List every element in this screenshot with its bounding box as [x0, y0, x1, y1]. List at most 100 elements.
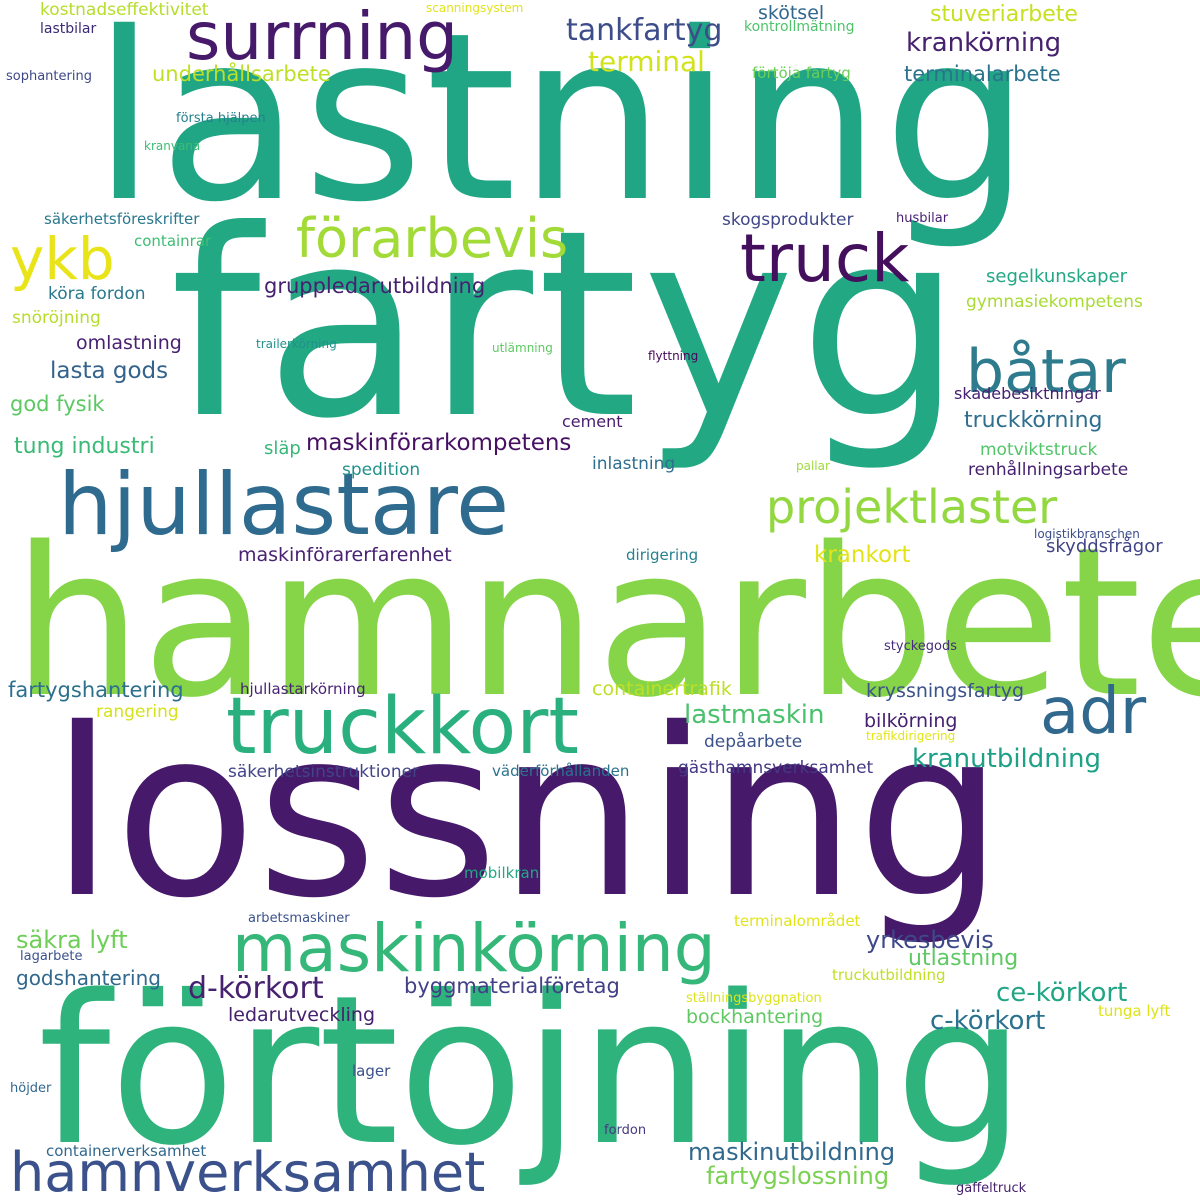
- word-kontrollmatning: kontrollmätning: [744, 19, 855, 35]
- word-skadebesiktningar: skadebesiktningar: [954, 384, 1101, 403]
- word-fartyg: fartyg: [170, 175, 967, 475]
- word-fartygshantering: fartygshantering: [8, 678, 184, 702]
- word-terminalarbete: terminalarbete: [904, 62, 1061, 86]
- word-lossning: lossning: [50, 679, 1004, 949]
- word-sakerhetsinstruktioner: säkerhetsinstruktioner: [228, 762, 420, 782]
- word-sakra-lyft: säkra lyft: [16, 926, 128, 954]
- word-depaarbete: depåarbete: [704, 732, 803, 752]
- word-cement: cement: [562, 412, 623, 431]
- word-tunga-lyft: tunga lyft: [1098, 1002, 1171, 1020]
- word-hojder: höjder: [10, 1081, 52, 1096]
- word-stallningsbyggnation: ställningsbyggnation: [686, 991, 822, 1006]
- word-maskinforarerfarenhet: maskinförarerfarenhet: [238, 544, 452, 566]
- word-slap: släp: [264, 438, 301, 459]
- word-arbetsmaskiner: arbetsmaskiner: [248, 911, 350, 926]
- word-truckutbildning: truckutbildning: [832, 966, 946, 984]
- word-containerverksamhet: containerverksamhet: [46, 1142, 207, 1160]
- word-spedition: spedition: [342, 460, 421, 480]
- word-fortoja-fartyg: förtöja fartyg: [752, 64, 851, 82]
- word-fortojning: förtöjning: [38, 951, 1025, 1191]
- word-sophantering: sophantering: [6, 69, 92, 84]
- word-c-korkort: c-körkort: [930, 1006, 1046, 1036]
- word-hjullastarkorning: hjullastarkörning: [240, 680, 366, 698]
- word-omlastning: omlastning: [76, 332, 182, 354]
- word-utlastning: utlastning: [908, 946, 1019, 971]
- word-gruppledarutbildning: gruppledarutbildning: [264, 274, 486, 298]
- word-husbilar: husbilar: [896, 211, 949, 226]
- word-krankort: krankort: [814, 542, 911, 568]
- word-yrkesbevis: yrkesbevis: [866, 926, 994, 954]
- word-snorojning: snöröjning: [12, 308, 101, 328]
- word-dirigering: dirigering: [626, 546, 699, 564]
- word-logistikbranschen: logistikbranschen: [1034, 527, 1140, 541]
- word-skyddsfragor: skyddsfrågor: [1046, 536, 1163, 557]
- word-stuveriarbete: stuveriarbete: [930, 2, 1078, 27]
- word-containertrafik: containertrafik: [592, 678, 732, 700]
- word-maskinforarkompetens: maskinförarkompetens: [306, 430, 572, 456]
- word-projektlaster: projektlaster: [766, 480, 1058, 534]
- word-trafikdirigering: trafikdirigering: [866, 729, 956, 743]
- word-scanningsystem: scanningsystem: [426, 1, 524, 15]
- word-mobilkran: mobilkran: [464, 864, 540, 882]
- word-ledarutveckling: ledarutveckling: [228, 1004, 376, 1026]
- word-terminalomradet: terminalområdet: [734, 912, 861, 930]
- word-gymnasiekompetens: gymnasiekompetens: [966, 292, 1143, 312]
- word-surrning: surrning: [186, 0, 459, 75]
- word-truckkorning: truckkörning: [964, 408, 1103, 433]
- word-gaffeltruck: gaffeltruck: [956, 1181, 1027, 1196]
- word-krankorning: krankörning: [906, 28, 1062, 58]
- word-fordon: fordon: [604, 1123, 647, 1138]
- word-truckkort: truckkort: [226, 682, 579, 772]
- word-sakerhetsforeskrifter: säkerhetsföreskrifter: [44, 210, 200, 228]
- word-utlamning: utlämning: [492, 341, 553, 355]
- word-vaderforhallanden: väderförhållanden: [492, 762, 630, 780]
- word-underhallsarbete: underhållsarbete: [152, 62, 331, 86]
- word-ce-korkort: ce-körkort: [996, 978, 1128, 1008]
- word-gasthamnsverksamhet: gästhamnsverksamhet: [678, 758, 874, 778]
- word-d-korkort: d-körkort: [188, 971, 324, 1006]
- word-ykb: ykb: [10, 225, 115, 293]
- word-fartygslossning: fartygslossning: [706, 1162, 890, 1190]
- word-hjullastare: hjullastare: [58, 455, 509, 555]
- word-byggmaterialforetag: byggmaterialföretag: [404, 974, 620, 998]
- word-godshantering: godshantering: [16, 966, 161, 990]
- word-truck: truck: [740, 220, 910, 297]
- word-lasta-gods: lasta gods: [50, 358, 169, 384]
- word-adr: adr: [1040, 675, 1147, 749]
- word-kostnadseffektivitet: kostnadseffektivitet: [40, 0, 209, 20]
- word-renhallningsarbete: renhållningsarbete: [968, 460, 1129, 480]
- word-skogsprodukter: skogsprodukter: [722, 210, 854, 230]
- word-hamnarbete: hamnarbete: [12, 503, 1200, 743]
- word-kora-fordon: köra fordon: [48, 284, 146, 304]
- word-bockhantering: bockhantering: [686, 1006, 824, 1028]
- word-batar: båtar: [966, 337, 1126, 407]
- word-lagarbete: lagarbete: [20, 949, 83, 964]
- word-maskinutbildning: maskinutbildning: [688, 1138, 896, 1166]
- word-hamnverksamhet: hamnverksamhet: [10, 1141, 486, 1200]
- word-kranutbildning: kranutbildning: [912, 744, 1101, 774]
- word-lastning: lastning: [92, 0, 1033, 253]
- word-kryssningsfartyg: kryssningsfartyg: [866, 680, 1025, 702]
- word-bilkorning: bilkörning: [864, 710, 958, 732]
- word-trailerkorning: trailerkörning: [256, 337, 337, 351]
- word-tung-industri: tung industri: [14, 434, 155, 459]
- word-kranvana: kranvana: [144, 139, 201, 153]
- word-segelkunskaper: segelkunskaper: [986, 266, 1128, 287]
- word-styckegods: styckegods: [884, 639, 958, 654]
- word-containrar: containrar: [134, 232, 212, 250]
- word-rangering: rangering: [96, 702, 179, 722]
- word-inlastning: inlastning: [592, 454, 676, 474]
- word-forsta-hjalpen: första hjälpen: [176, 111, 266, 126]
- word-tankfartyg: tankfartyg: [566, 13, 723, 48]
- word-maskinkorning: maskinkörning: [232, 910, 716, 987]
- word-god-fysik: god fysik: [10, 392, 105, 416]
- word-lager: lager: [352, 1062, 391, 1080]
- word-lastbilar: lastbilar: [40, 21, 97, 37]
- word-flyttning: flyttning: [648, 349, 699, 363]
- word-lastmaskin: lastmaskin: [684, 700, 825, 730]
- word-motviktstruck: motviktstruck: [980, 440, 1098, 460]
- word-skotsel: skötsel: [758, 2, 825, 24]
- word-terminal: terminal: [588, 45, 705, 78]
- word-forarbevis: förarbevis: [296, 207, 569, 270]
